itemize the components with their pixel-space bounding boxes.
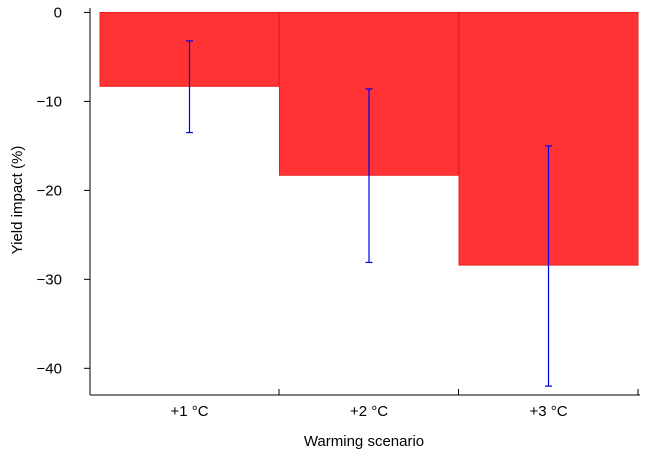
y-tick-label-1: 0 (54, 4, 62, 21)
y-tick-label-3: −20 (37, 182, 62, 199)
y-tick-label-2: −10 (37, 93, 62, 110)
y-tick-label-4: −30 (37, 271, 62, 288)
y-tick-label-5: −40 (37, 360, 62, 377)
x-tick-label-3: +3 °C (529, 403, 567, 420)
x-axis-title: Warming scenario (304, 433, 424, 450)
x-tick-label-2: +2 °C (350, 403, 388, 420)
axes-group: +1 °C +2 °C +3 °C 0 −10 −20 −30 −40 (37, 4, 640, 420)
bar-3 (458, 11, 639, 266)
x-tick-label-1: +1 °C (170, 403, 208, 420)
error-bars-group (186, 40, 552, 387)
y-axis-title: Yield impact (%) (9, 146, 26, 255)
